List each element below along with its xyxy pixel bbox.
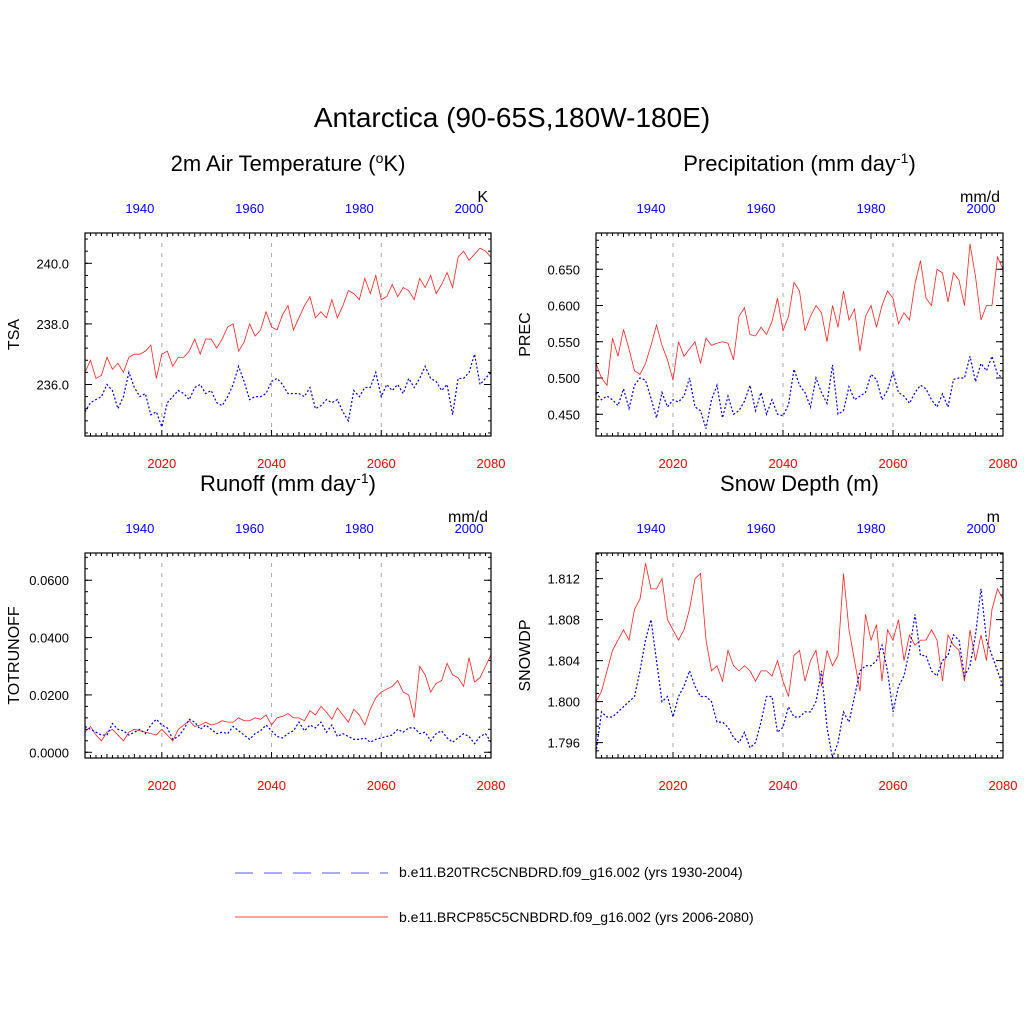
y-tick-label: 0.0600 (29, 573, 69, 588)
x-top-tick-label: 2000 (455, 201, 484, 216)
figure-title: Antarctica (90-65S,180W-180E) (314, 102, 710, 133)
panel-snowdp: Snow Depth (m) m SNOWDP 1.796 1.800 1.804 1.80… (517, 471, 1018, 793)
x-tick-label: 2060 (367, 778, 396, 793)
panel-title-text: Precipitation (mm day (683, 151, 896, 176)
x-tick-label: 2060 (879, 456, 908, 471)
y-tick-label: 0.0200 (29, 688, 69, 703)
x-tick-label: 2020 (147, 456, 176, 471)
panel-title-text-end: K) (383, 151, 405, 176)
x-top-tick-label: 1980 (857, 201, 886, 216)
y-tick-label: 1.796 (547, 736, 580, 751)
panel-title: Runoff (mm day-1) (200, 470, 376, 496)
x-top-tick-label: 1980 (345, 201, 374, 216)
legend: b.e11.B20TRC5CNBDRD.f09_g16.002 (yrs 193… (235, 864, 754, 925)
y-axis-label: TOTRUNOFF (6, 606, 23, 705)
x-tick-label: 2080 (477, 456, 506, 471)
legend-future-label: b.e11.BRCP85C5CNBDRD.f09_g16.002 (yrs 20… (399, 909, 754, 925)
panel-title-superscript: -1 (896, 150, 909, 166)
x-top-tick-label: 1960 (235, 201, 264, 216)
x-top-tick-label: 1960 (747, 201, 776, 216)
x-top-tick-label: 1980 (857, 521, 886, 536)
x-top-tick-label: 1980 (345, 521, 374, 536)
x-top-tick-label: 2000 (967, 201, 996, 216)
series-line-control (85, 354, 491, 430)
x-tick-label: 2040 (257, 456, 286, 471)
y-tick-label: 0.500 (547, 371, 580, 386)
x-tick-label: 2060 (367, 456, 396, 471)
panel-prec: Precipitation (mm day-1) mm/d PREC 0.450 0.5… (517, 150, 1018, 471)
y-tick-label: 0.0000 (29, 745, 69, 760)
plot-frame (595, 552, 1004, 759)
panel-title-text: 2m Air Temperature ( (171, 151, 377, 176)
y-tick-label: 1.808 (547, 613, 580, 628)
x-tick-label: 2040 (769, 778, 798, 793)
x-tick-label: 2020 (659, 456, 688, 471)
series-line-future (85, 247, 491, 380)
legend-control-label: b.e11.B20TRC5CNBDRD.f09_g16.002 (yrs 193… (399, 864, 743, 880)
panel-runoff: Runoff (mm day-1) mm/d TOTRUNOFF 0.0000 0.02… (6, 470, 506, 793)
y-tick-label: 0.650 (547, 262, 580, 277)
x-tick-label: 2080 (477, 778, 506, 793)
series-line-control (85, 718, 491, 745)
series-line-control (596, 354, 1003, 429)
plot-frame (84, 552, 492, 759)
series-line-future (596, 563, 1003, 702)
panel-title-text: Snow Depth (m) (720, 471, 879, 496)
x-tick-label: 2060 (879, 778, 908, 793)
series-line-control (596, 588, 1003, 758)
x-top-tick-label: 2000 (967, 521, 996, 536)
panels-group: 2m Air Temperature (oK) K TSA 236.0 238.0 240… (6, 150, 1018, 793)
y-axis-label: TSA (6, 319, 23, 350)
y-tick-label: 236.0 (36, 377, 69, 392)
units-label: mm/d (448, 509, 488, 526)
panel-tsa: 2m Air Temperature (oK) K TSA 236.0 238.0 240… (6, 150, 506, 471)
panel-title-text: Runoff (mm day (200, 471, 356, 496)
panel-title: Snow Depth (m) (720, 471, 879, 496)
x-tick-label: 2080 (989, 456, 1018, 471)
units-label: m (987, 509, 1000, 526)
y-tick-label: 0.0400 (29, 631, 69, 646)
y-tick-label: 1.812 (547, 572, 580, 587)
panel-title-text-end: ) (908, 151, 915, 176)
plot-frame (84, 232, 492, 437)
x-top-tick-label: 1940 (637, 521, 666, 536)
x-tick-label: 2020 (659, 778, 688, 793)
y-tick-label: 0.600 (547, 299, 580, 314)
x-top-tick-label: 1940 (637, 201, 666, 216)
y-tick-label: 0.550 (547, 335, 580, 350)
panel-title-text-end: ) (369, 471, 376, 496)
x-top-tick-label: 1940 (125, 521, 154, 536)
x-tick-label: 2040 (257, 778, 286, 793)
y-tick-label: 238.0 (36, 317, 69, 332)
y-tick-label: 240.0 (36, 256, 69, 271)
y-axis-label: SNOWDP (517, 620, 534, 692)
x-top-tick-label: 1940 (125, 201, 154, 216)
x-top-tick-label: 2000 (455, 521, 484, 536)
series-line-future (596, 243, 1003, 387)
x-top-tick-label: 1960 (235, 521, 264, 536)
y-tick-label: 1.800 (547, 695, 580, 710)
x-top-tick-label: 1960 (747, 521, 776, 536)
y-tick-label: 0.450 (547, 407, 580, 422)
panel-title: 2m Air Temperature (oK) (171, 150, 406, 176)
panel-title: Precipitation (mm day-1) (683, 150, 916, 176)
y-tick-label: 1.804 (547, 654, 580, 669)
x-tick-label: 2040 (769, 456, 798, 471)
series-line-future (85, 653, 491, 742)
plot-frame (595, 232, 1004, 437)
units-label: K (477, 189, 488, 206)
units-label: mm/d (960, 189, 1000, 206)
x-tick-label: 2080 (989, 778, 1018, 793)
x-tick-label: 2020 (147, 778, 176, 793)
y-axis-label: PREC (517, 312, 534, 356)
panel-title-superscript: -1 (356, 470, 369, 486)
panel-title-superscript: o (376, 150, 384, 166)
